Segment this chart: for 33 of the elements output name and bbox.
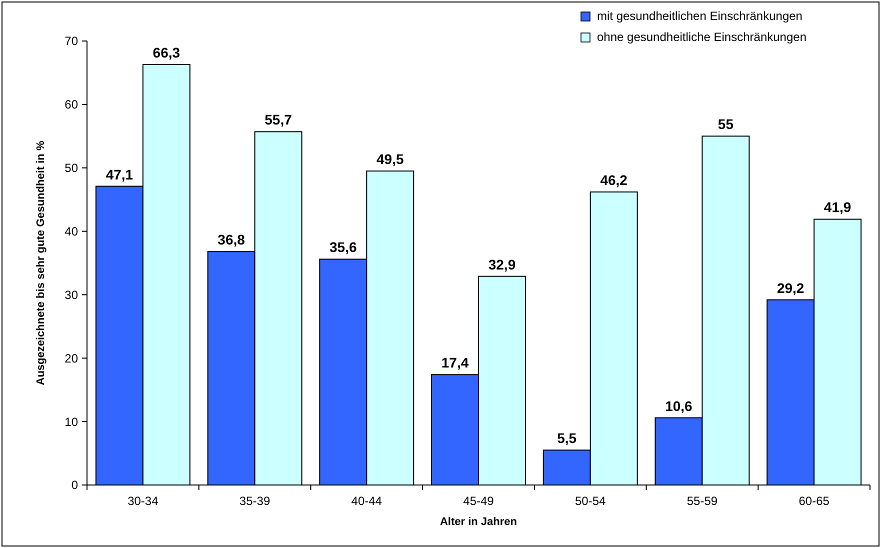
legend-label: mit gesundheitlichen Einschränkungen <box>597 9 802 24</box>
x-tick-label: 40-44 <box>351 494 382 508</box>
y-tick-label: 20 <box>64 351 78 366</box>
data-label: 47,1 <box>106 166 134 182</box>
x-tick-label: 60-65 <box>798 494 830 508</box>
y-tick-label: 30 <box>64 288 78 302</box>
data-label: 55 <box>718 116 734 132</box>
x-tick-label: 55-59 <box>686 494 718 508</box>
legend-label: ohne gesundheitliche Einschränkungen <box>597 30 806 44</box>
data-label: 5,5 <box>557 430 577 446</box>
data-label: 29,2 <box>776 280 804 296</box>
x-tick-label: 50-54 <box>575 494 606 508</box>
y-tick-label: 40 <box>64 224 78 238</box>
y-tick-label: 10 <box>64 414 78 429</box>
y-tick-label: 60 <box>64 98 78 112</box>
y-axis-title: Ausgezeichnete bis sehr gute Gesundheit in % <box>35 140 47 386</box>
x-tick-label: 45-49 <box>463 494 494 508</box>
data-label: 66,3 <box>152 44 180 60</box>
data-label: 55,7 <box>264 112 292 128</box>
data-label: 41,9 <box>824 199 852 216</box>
data-label: 17,4 <box>441 354 469 371</box>
data-label: 10,6 <box>665 398 693 414</box>
x-tick-label: 30-34 <box>128 494 159 508</box>
data-label: 35,6 <box>330 239 357 256</box>
data-label: 46,2 <box>600 172 628 188</box>
data-label: 36,8 <box>218 232 246 248</box>
y-tick-label: 50 <box>64 161 78 176</box>
y-tick-label: 0 <box>71 478 78 492</box>
y-tick-label: 70 <box>64 34 78 48</box>
data-label: 49,5 <box>376 151 404 168</box>
data-label: 32,9 <box>488 256 516 272</box>
x-axis-title: Alter in Jahren <box>440 516 518 528</box>
x-tick-label: 35-39 <box>239 494 270 508</box>
